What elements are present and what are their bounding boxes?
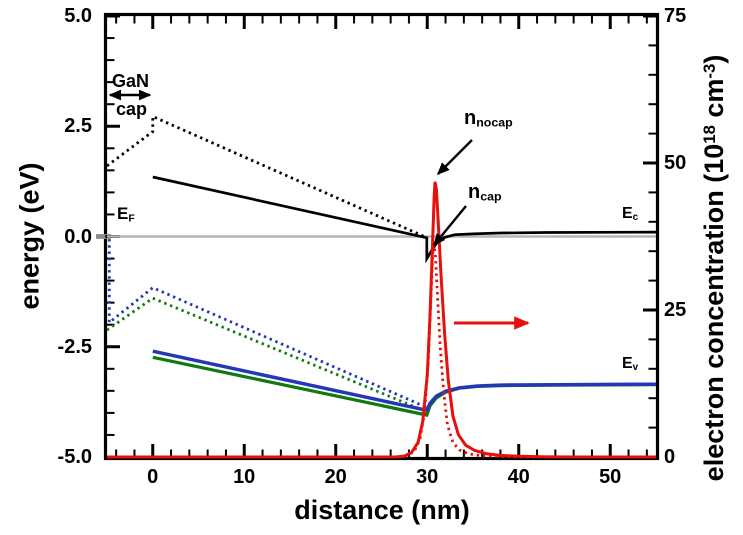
series-ev-green-cap xyxy=(106,296,427,413)
y-axis-title-right-sup-3: -3 xyxy=(699,63,719,79)
ev-label-base: E xyxy=(622,355,633,372)
ec-label-base: E xyxy=(622,205,633,222)
n-nocap-label-base: n xyxy=(464,107,477,129)
annotation-arrows xyxy=(108,89,530,330)
x-tick-label-0: 0 xyxy=(147,466,159,488)
x-tick-label-30: 30 xyxy=(416,466,439,488)
x-tick-label-50: 50 xyxy=(599,466,622,488)
y-axis-title-right: electron concentration (1018 cm-3) xyxy=(695,55,729,482)
n-nocap-label-sub: nocap xyxy=(476,115,513,130)
n-cap-arrow xyxy=(433,205,467,247)
y-right-tick-label-25: 25 xyxy=(664,299,687,321)
series-ec-nocap xyxy=(152,175,657,264)
y-right-tick-label-50: 50 xyxy=(664,152,687,174)
x-tick-label-10: 10 xyxy=(233,466,256,488)
y-right-tick-label-0: 0 xyxy=(664,446,676,468)
y-left-tick-label-2.5: 2.5 xyxy=(64,115,92,137)
fermi-level-label-base: E xyxy=(117,204,129,223)
ec-label: Ec xyxy=(622,205,638,226)
x-tick-label-40: 40 xyxy=(507,466,530,488)
ev-label-sub: v xyxy=(632,362,639,374)
fermi-left-marker xyxy=(96,234,111,239)
y-axis-title-right-mid: cm xyxy=(699,78,730,126)
series-n-cap xyxy=(107,241,656,459)
y-axis-title-right-post: ) xyxy=(699,54,730,64)
x-axis-title: distance (nm) xyxy=(294,495,470,525)
n-nocap-label: nnocap xyxy=(464,108,513,134)
ec-label-sub: c xyxy=(632,212,639,224)
ev-label: Ev xyxy=(622,355,638,376)
fermi-level-label: EF xyxy=(117,205,135,227)
gan-cap-label-line1: GaN xyxy=(112,71,150,91)
y-left-tick-label--2.5: -2.5 xyxy=(57,336,92,358)
n-nocap-arrow xyxy=(436,139,473,176)
y-right-tick-label-75: 75 xyxy=(664,5,687,27)
n-cap-label-base: n xyxy=(468,181,481,203)
axis-ticks xyxy=(105,14,658,459)
fermi-level-label-sub: F xyxy=(128,212,135,225)
n-cap-label: ncap xyxy=(468,182,502,208)
n-cap-label-sub: cap xyxy=(480,189,502,204)
gan-cap-label-line2: cap xyxy=(116,99,148,119)
y-axis-title-left: energy (eV) xyxy=(14,162,45,310)
plot-curves xyxy=(106,114,657,459)
y-left-tick-label-0.0: 0.0 xyxy=(64,225,92,248)
y-left-tick-label-5.0: 5.0 xyxy=(64,5,92,27)
series-ev-blue-nocap xyxy=(152,349,657,413)
series-n-nocap xyxy=(107,181,656,459)
y-left-tick-label--5.0: -5.0 xyxy=(57,446,92,468)
y-axis-title-right-pre: electron concentration (10 xyxy=(699,143,730,482)
y-axis-title-right-sup18: 18 xyxy=(699,125,719,144)
x-tick-label-20: 20 xyxy=(324,466,347,488)
